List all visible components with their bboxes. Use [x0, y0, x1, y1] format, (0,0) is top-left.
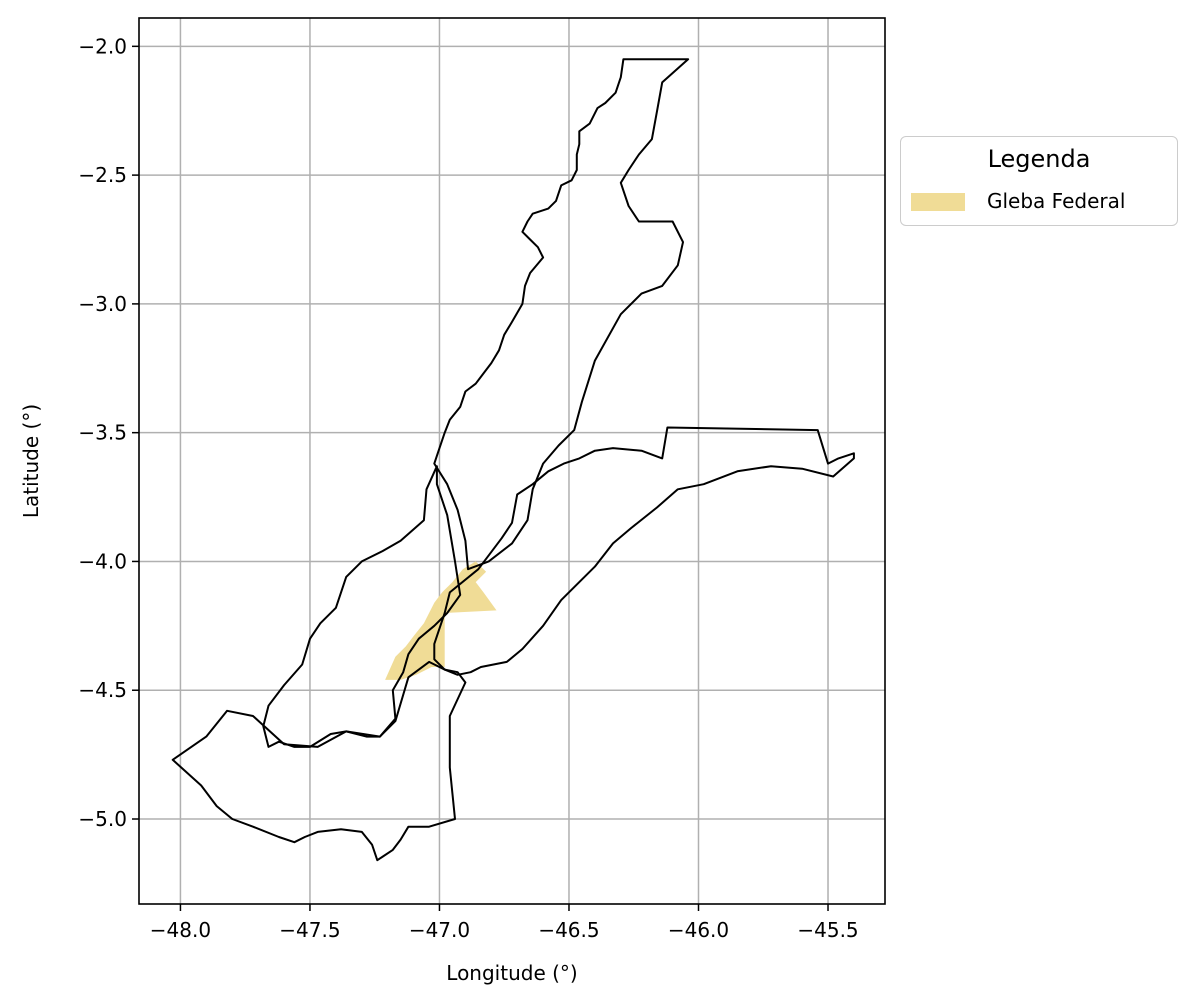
boundary-southern-municipality: [171, 660, 467, 862]
y-tick-label: −3.5: [78, 421, 127, 445]
y-tick-label: −3.0: [78, 292, 127, 316]
plot-area: [139, 18, 885, 904]
x-tick-label: −45.5: [797, 918, 858, 942]
plot-frame: [138, 17, 886, 905]
y-tick-label: −2.0: [78, 34, 127, 58]
legend-label-gleba-federal: Gleba Federal: [987, 189, 1126, 213]
x-axis-label: Longitude (°): [446, 961, 577, 985]
legend-swatch-gleba-federal: [911, 193, 965, 211]
x-tick-label: −47.5: [279, 918, 340, 942]
y-tick-label: −2.5: [78, 163, 127, 187]
y-tick-label: −4.5: [78, 678, 127, 702]
x-tick-label: −47.0: [409, 918, 470, 942]
y-tick-label: −4.0: [78, 549, 127, 573]
legend-title: Legenda: [987, 145, 1091, 173]
boundary-western-municipality: [262, 465, 462, 748]
municipality-boundaries: [171, 58, 855, 862]
x-tick-label: −48.0: [150, 918, 211, 942]
y-axis-label: Latitude (°): [19, 404, 43, 518]
grid-lines: [139, 18, 885, 904]
legend: Legenda Gleba Federal: [900, 136, 1178, 226]
x-tick-label: −46.5: [538, 918, 599, 942]
boundary-eastern-municipality: [433, 426, 855, 676]
axis-ticks: −48.0 −47.5 −47.0 −46.5 −46.0 −45.5 −2.0 −2.5 −3…: [78, 34, 858, 942]
y-tick-label: −5.0: [78, 807, 127, 831]
x-tick-label: −46.0: [668, 918, 729, 942]
boundary-northern-municipality: [433, 58, 690, 571]
